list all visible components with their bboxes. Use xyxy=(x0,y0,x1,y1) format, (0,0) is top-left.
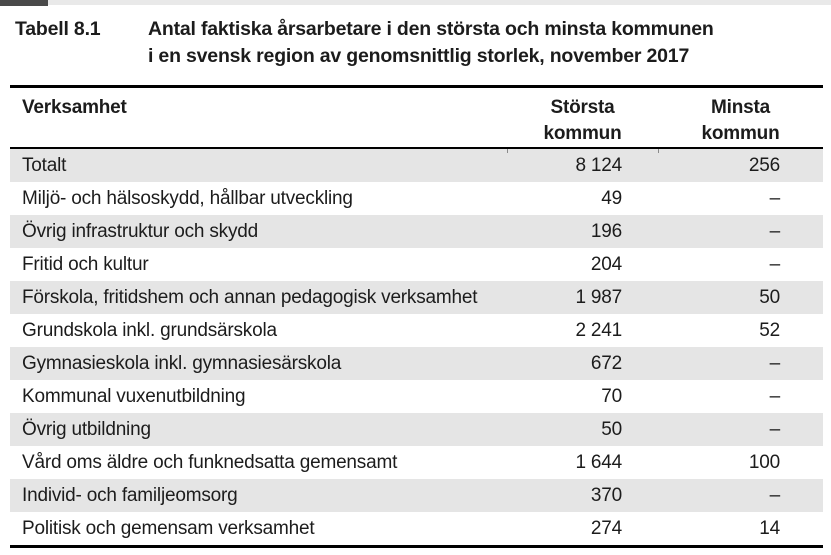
table-body: Totalt 8 124 256 Miljö- och hälsoskydd, … xyxy=(10,149,823,548)
largest-kommun-cell: 370 xyxy=(590,485,622,506)
activity-cell: Totalt xyxy=(22,155,67,176)
table-number-label: Tabell 8.1 xyxy=(15,18,101,40)
smallest-kommun-cell: 50 xyxy=(759,287,780,308)
table-row: Totalt 8 124 256 xyxy=(10,149,823,182)
table-row: Individ- och familjeomsorg 370 – xyxy=(10,479,823,512)
largest-kommun-cell: 204 xyxy=(590,254,622,275)
largest-kommun-cell: 1 644 xyxy=(575,452,622,473)
column-divider-tick xyxy=(658,149,659,153)
column-header-storsta-line2: kommun xyxy=(543,123,622,144)
table-header-row: Verksamhet Största kommun Minsta kommun xyxy=(10,85,823,149)
activity-cell: Övrig utbildning xyxy=(22,419,151,440)
activity-cell: Politisk och gemensam verksamhet xyxy=(22,518,315,539)
column-header-minsta-line1: Minsta xyxy=(711,97,770,118)
table-title-line2: i en svensk region av genomsnittlig stor… xyxy=(148,45,690,67)
top-edge-dark-segment xyxy=(0,0,48,6)
largest-kommun-cell: 2 241 xyxy=(575,320,622,341)
activity-cell: Individ- och familjeomsorg xyxy=(22,485,238,506)
activity-cell: Kommunal vuxenutbildning xyxy=(22,386,246,407)
column-divider-tick xyxy=(507,149,508,153)
largest-kommun-cell: 672 xyxy=(590,353,622,374)
table-row: Kommunal vuxenutbildning 70 – xyxy=(10,380,823,413)
activity-cell: Vård oms äldre och funknedsatta gemensam… xyxy=(22,452,398,473)
largest-kommun-cell: 49 xyxy=(601,188,622,209)
activity-cell: Grundskola inkl. grundsärskola xyxy=(22,320,277,341)
smallest-kommun-cell: – xyxy=(769,254,781,275)
column-header-minsta-kommun: Minsta kommun xyxy=(658,95,823,147)
activity-cell: Miljö- och hälsoskydd, hållbar utvecklin… xyxy=(22,188,353,209)
column-header-minsta-line2: kommun xyxy=(701,123,780,144)
smallest-kommun-cell: – xyxy=(769,221,781,242)
smallest-kommun-cell: 100 xyxy=(748,452,780,473)
table-row: Gymnasieskola inkl. gymnasiesärskola 672… xyxy=(10,347,823,380)
smallest-kommun-cell: – xyxy=(769,188,781,209)
smallest-kommun-cell: 14 xyxy=(759,518,780,539)
data-table: Verksamhet Största kommun Minsta kommun … xyxy=(10,85,823,548)
table-title-line1: Antal faktiska årsarbetare i den största… xyxy=(148,18,714,40)
largest-kommun-cell: 8 124 xyxy=(575,155,622,176)
activity-cell: Övrig infrastruktur och skydd xyxy=(22,221,259,242)
table-row: Grundskola inkl. grundsärskola 2 241 52 xyxy=(10,314,823,347)
activity-cell: Fritid och kultur xyxy=(22,254,149,275)
smallest-kommun-cell: – xyxy=(769,386,781,407)
smallest-kommun-cell: 256 xyxy=(748,155,780,176)
column-header-verksamhet: Verksamhet xyxy=(22,97,127,118)
smallest-kommun-cell: 52 xyxy=(759,320,780,341)
largest-kommun-cell: 50 xyxy=(601,419,622,440)
largest-kommun-cell: 70 xyxy=(601,386,622,407)
table-row: Övrig infrastruktur och skydd 196 – xyxy=(10,215,823,248)
activity-cell: Förskola, fritidshem och annan pedagogis… xyxy=(22,287,478,308)
table-row: Övrig utbildning 50 – xyxy=(10,413,823,446)
column-header-storsta-kommun: Största kommun xyxy=(507,95,658,147)
table-row: Förskola, fritidshem och annan pedagogis… xyxy=(10,281,823,314)
largest-kommun-cell: 1 987 xyxy=(575,287,622,308)
smallest-kommun-cell: – xyxy=(769,419,781,440)
table-title: Antal faktiska årsarbetare i den största… xyxy=(148,16,714,70)
page-top-edge xyxy=(0,0,831,6)
largest-kommun-cell: 274 xyxy=(590,518,622,539)
table-row: Miljö- och hälsoskydd, hållbar utvecklin… xyxy=(10,182,823,215)
table-row: Fritid och kultur 204 – xyxy=(10,248,823,281)
column-header-storsta-line1: Största xyxy=(550,97,615,118)
smallest-kommun-cell: – xyxy=(769,353,781,374)
table-row: Vård oms äldre och funknedsatta gemensam… xyxy=(10,446,823,479)
table-caption: Tabell 8.1 Antal faktiska årsarbetare i … xyxy=(15,16,714,70)
smallest-kommun-cell: – xyxy=(769,485,781,506)
activity-cell: Gymnasieskola inkl. gymnasiesärskola xyxy=(22,353,342,374)
largest-kommun-cell: 196 xyxy=(590,221,622,242)
table-row: Politisk och gemensam verksamhet 274 14 xyxy=(10,512,823,545)
